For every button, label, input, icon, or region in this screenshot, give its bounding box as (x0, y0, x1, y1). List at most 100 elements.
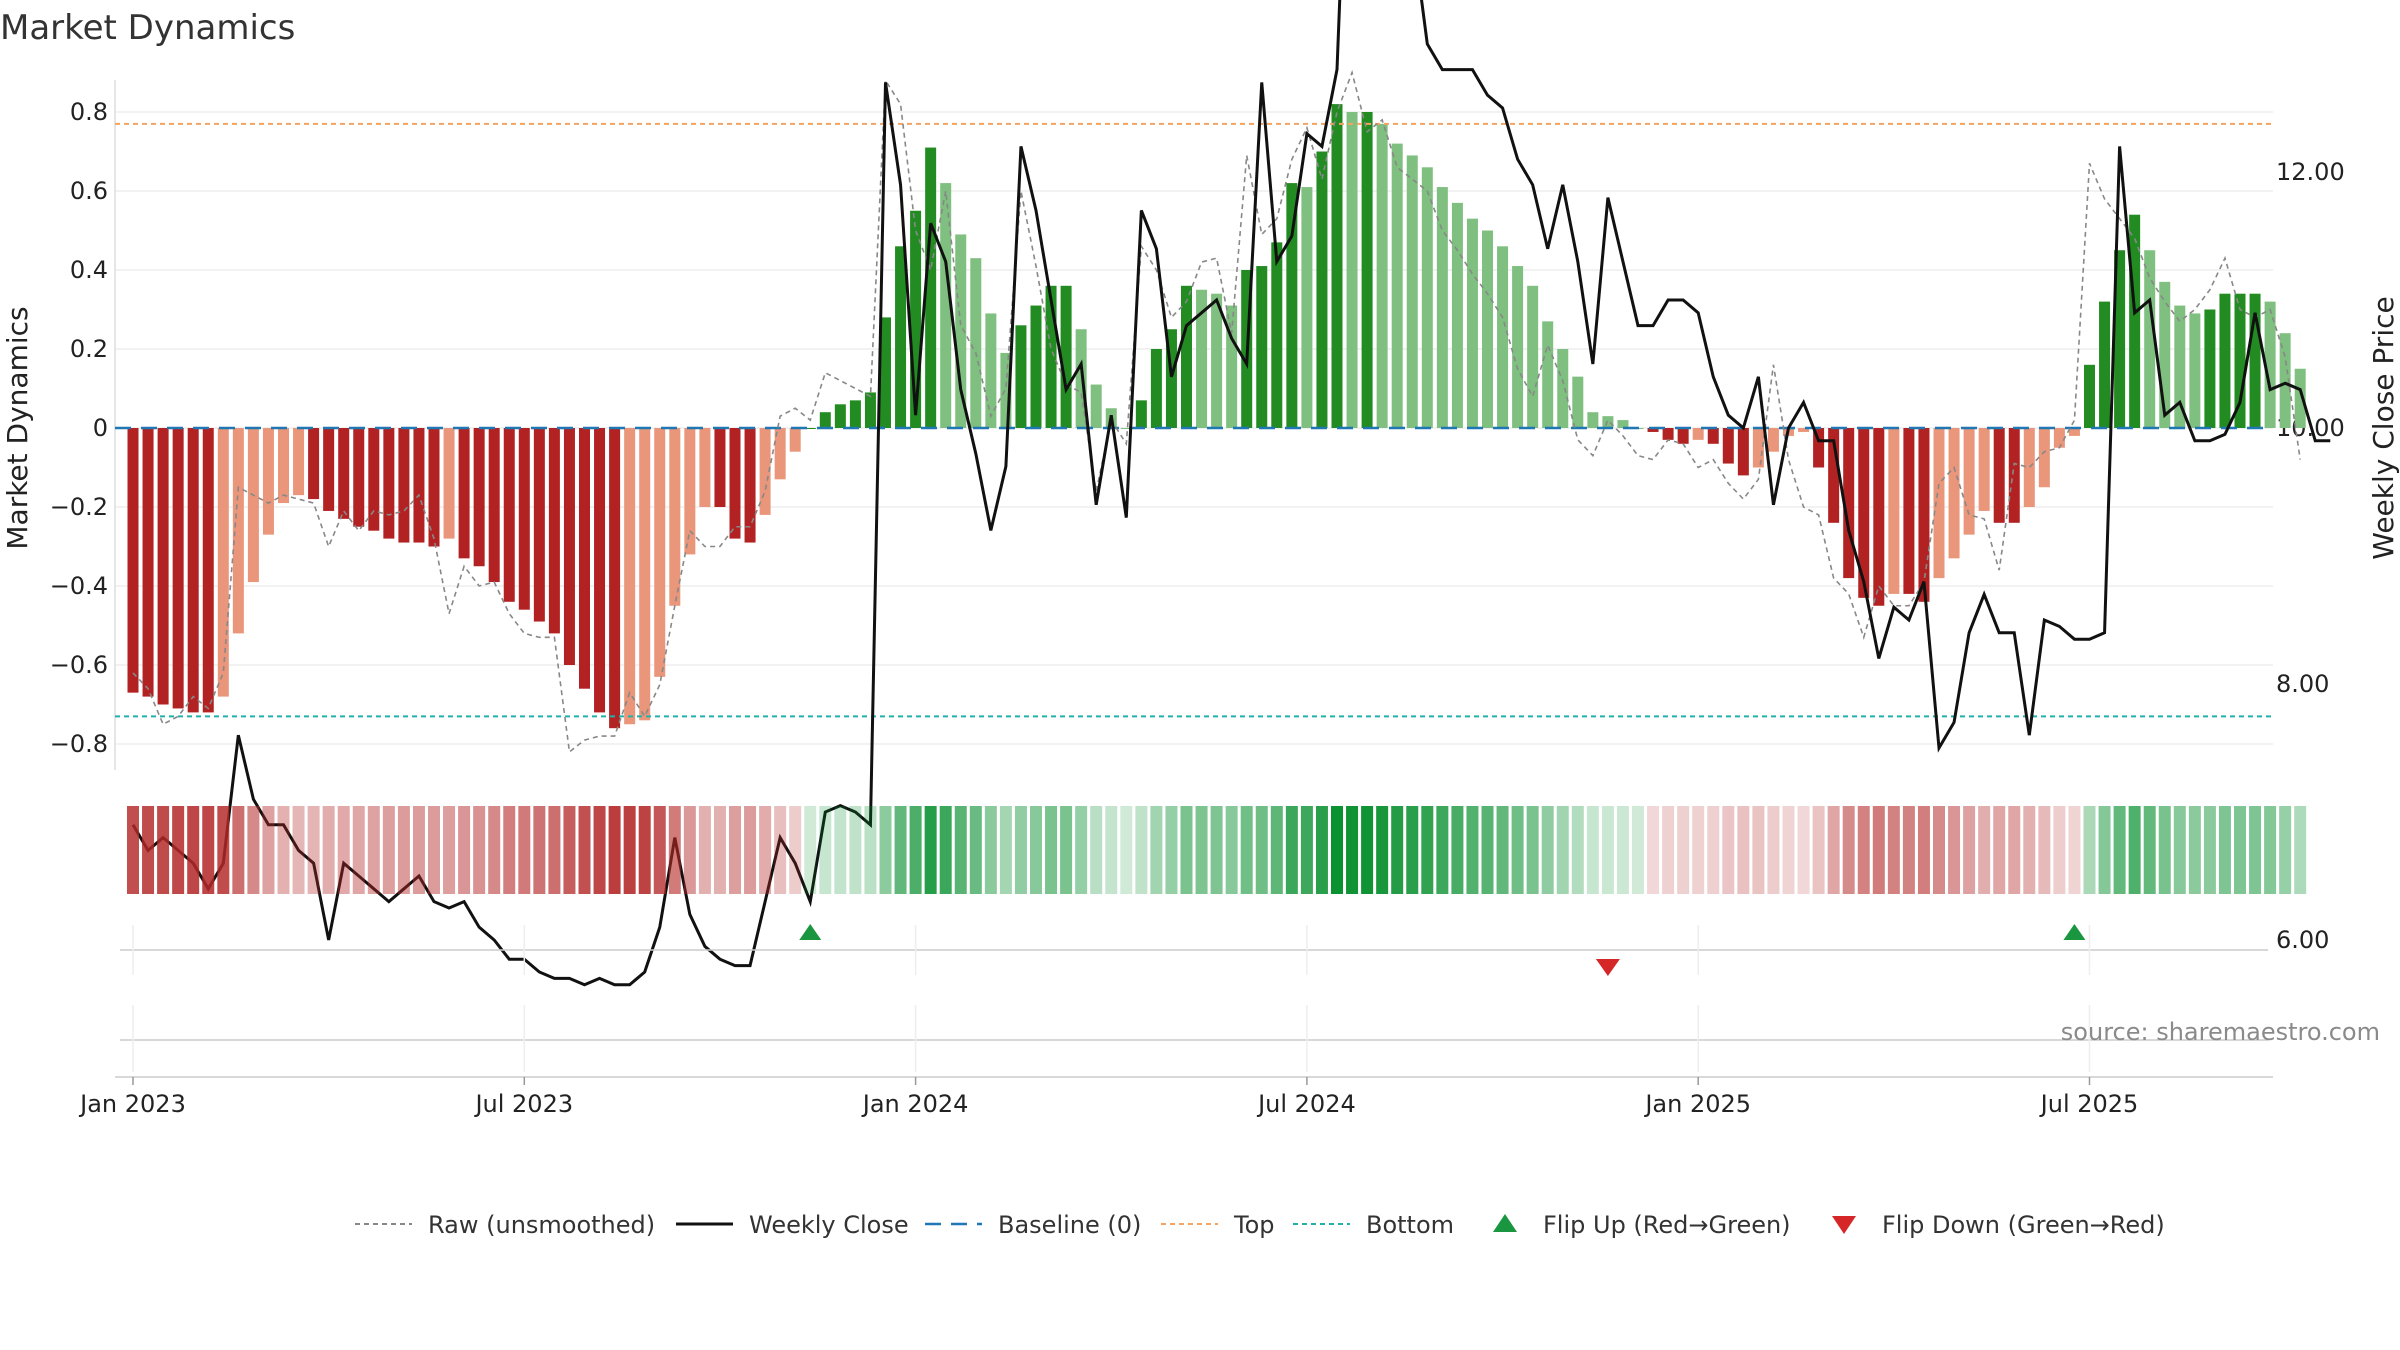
market-dynamics-bar (819, 412, 831, 428)
regime-strip-cell (2264, 806, 2277, 894)
regime-strip-cell (563, 806, 576, 894)
regime-strip-cell (1978, 806, 1991, 894)
market-dynamics-bar (729, 428, 741, 539)
regime-strip-cell (1887, 806, 1900, 894)
market-dynamics-bar (955, 234, 967, 428)
x-tick-label: Jul 2024 (1256, 1090, 1356, 1118)
regime-strip-cell (1556, 806, 1569, 894)
regime-strip-cell (1993, 806, 2006, 894)
regime-strip-cell (683, 806, 696, 894)
regime-strip-cell (909, 806, 922, 894)
regime-strip-cell (1752, 806, 1765, 894)
market-dynamics-bar (849, 400, 861, 428)
regime-strip-cell (2158, 806, 2171, 894)
market-dynamics-bar (1963, 428, 1975, 535)
market-dynamics-bar (1707, 428, 1719, 444)
regime-strip-cell (1376, 806, 1389, 894)
regime-strip-cell (1346, 806, 1359, 894)
x-tick-label: Jul 2023 (473, 1090, 573, 1118)
market-dynamics-bar (1843, 428, 1855, 579)
regime-strip-cell (2113, 806, 2126, 894)
regime-strip-cell (382, 806, 395, 894)
regime-strip-cell (1737, 806, 1750, 894)
regime-strip-cell (713, 806, 726, 894)
regime-strip-cell (352, 806, 365, 894)
regime-strip-cell (1255, 806, 1268, 894)
regime-strip-cell (1285, 806, 1298, 894)
market-dynamics-bar (1421, 167, 1433, 429)
regime-strip-cell (819, 806, 832, 894)
regime-strip-cell (2294, 806, 2307, 894)
regime-strip-cell (2203, 806, 2216, 894)
market-dynamics-bar (2249, 293, 2261, 428)
regime-strip-cell (247, 806, 260, 894)
regime-strip-cell (322, 806, 335, 894)
regime-strip-cell (759, 806, 772, 894)
weekly-close-line (131, 0, 2331, 987)
market-dynamics-bar (428, 428, 440, 547)
regime-strip-cell (954, 806, 967, 894)
regime-strip-cell (744, 806, 757, 894)
regime-strip-cell (142, 806, 155, 894)
regime-strip-cell (1601, 806, 1614, 894)
market-dynamics-bar (1015, 325, 1027, 428)
left-tick-label: −0.6 (50, 651, 108, 679)
market-dynamics-bar (2099, 301, 2111, 428)
market-dynamics-bar (1075, 329, 1087, 428)
market-dynamics-bar (1497, 246, 1509, 428)
market-dynamics-bar (609, 428, 621, 729)
market-dynamics-bar (1888, 428, 1900, 594)
market-dynamics-bar (1391, 143, 1403, 428)
market-dynamics-bar (910, 210, 922, 428)
market-dynamics-bar (1512, 266, 1524, 428)
market-dynamics-bar (2023, 428, 2035, 507)
market-dynamics-bar (1557, 349, 1569, 428)
regime-strip-cell (2128, 806, 2141, 894)
market-dynamics-bar (1828, 428, 1840, 523)
market-dynamics-bar (2084, 364, 2095, 428)
regime-strip-cell (653, 806, 666, 894)
regime-strip-cell (894, 806, 907, 894)
market-dynamics-bar (759, 428, 771, 515)
market-dynamics-bar (1858, 428, 1870, 598)
flip-up-marker (2063, 924, 2086, 940)
regime-strip-cell (1451, 806, 1464, 894)
market-dynamics-bar (1451, 202, 1463, 428)
regime-strip-cell (127, 806, 139, 894)
market-dynamics-bar (1692, 428, 1704, 440)
regime-strip-cell (879, 806, 892, 894)
market-dynamics-bar (579, 428, 590, 689)
market-dynamics-bar (293, 428, 305, 496)
market-dynamics-bar (1482, 230, 1493, 428)
market-dynamics-bar (834, 404, 846, 428)
regime-strip-cell (834, 806, 847, 894)
regime-strip-cell (1045, 806, 1058, 894)
regime-strip-cell (1842, 806, 1855, 894)
market-dynamics-bar (1165, 329, 1177, 428)
regime-strip-cell (578, 806, 591, 894)
regime-strip-cell (1135, 806, 1148, 894)
regime-strip-cell (1421, 806, 1434, 894)
regime-strip-cell (412, 806, 425, 894)
market-dynamics-bar (2129, 214, 2141, 428)
market-dynamics-bar (2038, 428, 2050, 488)
market-dynamics-bar (2264, 301, 2276, 428)
market-dynamics-bar (1647, 428, 1659, 432)
regime-strip-cell (307, 806, 320, 894)
regime-strip-cell (1315, 806, 1328, 894)
regime-strip-cell (1902, 806, 1915, 894)
market-dynamics-bar (1873, 428, 1885, 606)
market-dynamics-bar (1903, 428, 1915, 594)
market-dynamics-bar (398, 428, 410, 543)
regime-strip-cell (518, 806, 531, 894)
left-tick-label: 0.6 (70, 177, 108, 205)
regime-strip-cell (428, 806, 440, 894)
market-dynamics-bar (1466, 218, 1478, 428)
market-dynamics-bar (563, 428, 575, 665)
regime-strip-cell (1165, 806, 1178, 894)
market-dynamics-bar (503, 428, 515, 602)
legend-label: Weekly Close (749, 1211, 909, 1239)
market-dynamics-bar (1542, 321, 1554, 428)
market-dynamics-bar (699, 428, 711, 507)
market-dynamics-bar (1527, 285, 1539, 428)
